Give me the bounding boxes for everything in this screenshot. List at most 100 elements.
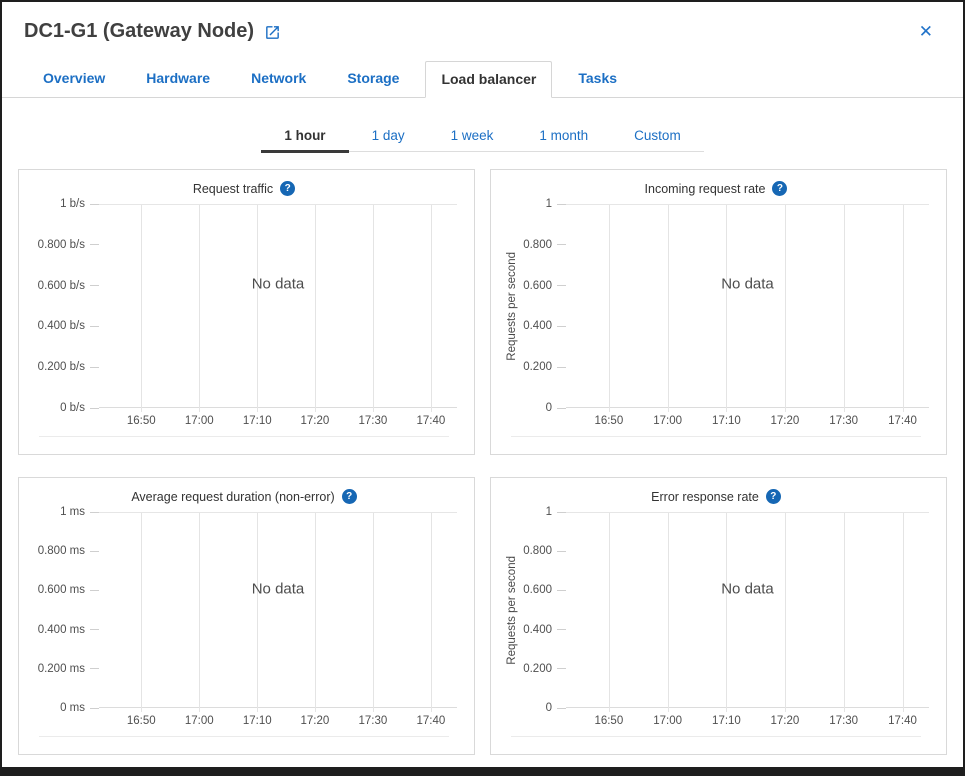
tick-mark: [90, 325, 99, 327]
legend-separator: [511, 736, 921, 745]
x-tick: 17:40: [416, 715, 446, 727]
y-tick: 0.600 b/s: [38, 280, 99, 292]
x-tick: 17:20: [770, 715, 800, 727]
x-tick: 17:20: [770, 415, 800, 427]
y-tick: 0.800: [523, 545, 566, 557]
tick-mark: [90, 629, 99, 631]
y-tick: 0: [546, 402, 566, 414]
y-axis: 1 0.800 0.600 0.400 0.200 0: [520, 506, 566, 714]
chart-title: Error response rate: [651, 489, 759, 504]
x-tick: 17:40: [888, 715, 917, 727]
tick-mark: [557, 511, 566, 513]
gridline: [257, 513, 259, 712]
panel-request-traffic: Request traffic ? 1 b/s 0.800 b/s 0.600 …: [18, 169, 475, 455]
gridline: [314, 205, 316, 412]
gridline: [372, 513, 374, 712]
gridline: [430, 205, 432, 412]
x-axis: 16:50 17:00 17:10 17:20 17:30 17:40: [99, 408, 457, 432]
gridline: [902, 205, 904, 412]
tick-mark: [557, 629, 566, 631]
x-tick: 17:00: [184, 415, 214, 427]
chart-title: Incoming request rate: [644, 181, 766, 196]
y-tick: 1: [546, 506, 566, 518]
y-axis: 1 ms 0.800 ms 0.600 ms 0.400 ms 0.200 ms…: [31, 506, 99, 714]
tick-mark: [557, 550, 566, 552]
gridline: [784, 513, 786, 712]
tab-storage[interactable]: Storage: [347, 70, 400, 86]
tick-mark: [557, 203, 566, 205]
x-tick: 17:00: [653, 715, 683, 727]
y-tick: 1 ms: [60, 506, 99, 518]
tick-mark: [557, 285, 566, 287]
tab-hardware[interactable]: Hardware: [146, 70, 211, 86]
y-tick: 0.200: [523, 663, 566, 675]
plot-area: No data: [99, 204, 457, 412]
x-tick: 17:20: [300, 715, 330, 727]
gridline: [843, 513, 845, 712]
help-icon[interactable]: ?: [772, 181, 788, 196]
time-option-1-week[interactable]: 1 week: [450, 128, 494, 143]
help-icon[interactable]: ?: [341, 489, 357, 504]
time-option-1-hour[interactable]: 1 hour: [261, 119, 349, 153]
y-axis-title: Requests per second: [505, 251, 518, 361]
tab-overview[interactable]: Overview: [43, 70, 106, 86]
node-tabs: Overview Hardware Network Storage Load b…: [2, 61, 963, 98]
tick-mark: [90, 366, 99, 368]
close-button[interactable]: ✕: [915, 21, 937, 42]
panel-incoming-request-rate: Incoming request rate ? Requests per sec…: [490, 169, 947, 455]
y-tick: 0.400 b/s: [38, 320, 99, 332]
y-tick: 0.200: [523, 361, 566, 373]
tab-network[interactable]: Network: [251, 70, 307, 86]
y-tick: 0.400: [523, 320, 566, 332]
gridline: [784, 205, 786, 412]
external-link-icon[interactable]: [264, 24, 281, 41]
tick-mark: [557, 707, 566, 709]
page-title: DC1-G1 (Gateway Node): [24, 20, 255, 42]
no-data-message: No data: [251, 275, 305, 293]
panel-average-request-duration: Average request duration (non-error) ? 1…: [18, 477, 475, 755]
plot-area: No data: [566, 512, 929, 712]
gridline: [372, 205, 374, 412]
time-option-1-day[interactable]: 1 day: [371, 128, 405, 143]
x-tick: 17:00: [653, 415, 683, 427]
x-tick: 16:50: [594, 715, 624, 727]
help-icon[interactable]: ?: [280, 181, 296, 196]
y-tick: 0: [546, 702, 566, 714]
gridline: [843, 205, 845, 412]
time-option-custom[interactable]: Custom: [634, 128, 681, 143]
y-tick: 0 ms: [60, 702, 99, 714]
y-tick: 0.600: [523, 280, 566, 292]
x-tick: 17:10: [712, 415, 741, 427]
charts-grid: Request traffic ? 1 b/s 0.800 b/s 0.600 …: [2, 152, 963, 755]
time-option-1-month[interactable]: 1 month: [539, 128, 589, 143]
y-tick: 0 b/s: [60, 402, 99, 414]
gridline: [199, 205, 201, 412]
chart-title: Average request duration (non-error): [131, 489, 335, 504]
x-tick: 17:40: [888, 415, 917, 427]
chart-title: Request traffic: [192, 181, 274, 196]
plot-area: No data: [99, 512, 457, 712]
y-tick: 0.400: [523, 624, 566, 636]
gridline: [608, 513, 610, 712]
tab-load-balancer[interactable]: Load balancer: [425, 61, 553, 98]
gridline: [667, 205, 669, 412]
x-axis: 16:50 17:00 17:10 17:20 17:30 17:40: [99, 708, 457, 732]
tab-tasks[interactable]: Tasks: [578, 70, 618, 86]
x-tick: 16:50: [126, 715, 156, 727]
legend-separator: [511, 436, 921, 445]
panel-error-response-rate: Error response rate ? Requests per secon…: [490, 477, 947, 755]
y-tick: 0.800 b/s: [38, 239, 99, 251]
x-tick: 17:20: [300, 415, 330, 427]
gridline: [430, 513, 432, 712]
dialog-header: DC1-G1 (Gateway Node) ✕: [2, 2, 963, 45]
y-tick: 0.800 ms: [38, 545, 99, 557]
tick-mark: [557, 668, 566, 670]
gridline: [141, 205, 143, 412]
help-icon[interactable]: ?: [765, 489, 781, 504]
plot-area: No data: [566, 204, 929, 412]
no-data-message: No data: [721, 580, 774, 598]
y-axis-title: Requests per second: [505, 555, 518, 665]
x-tick: 17:30: [829, 415, 859, 427]
y-tick: 0.600 ms: [38, 584, 99, 596]
